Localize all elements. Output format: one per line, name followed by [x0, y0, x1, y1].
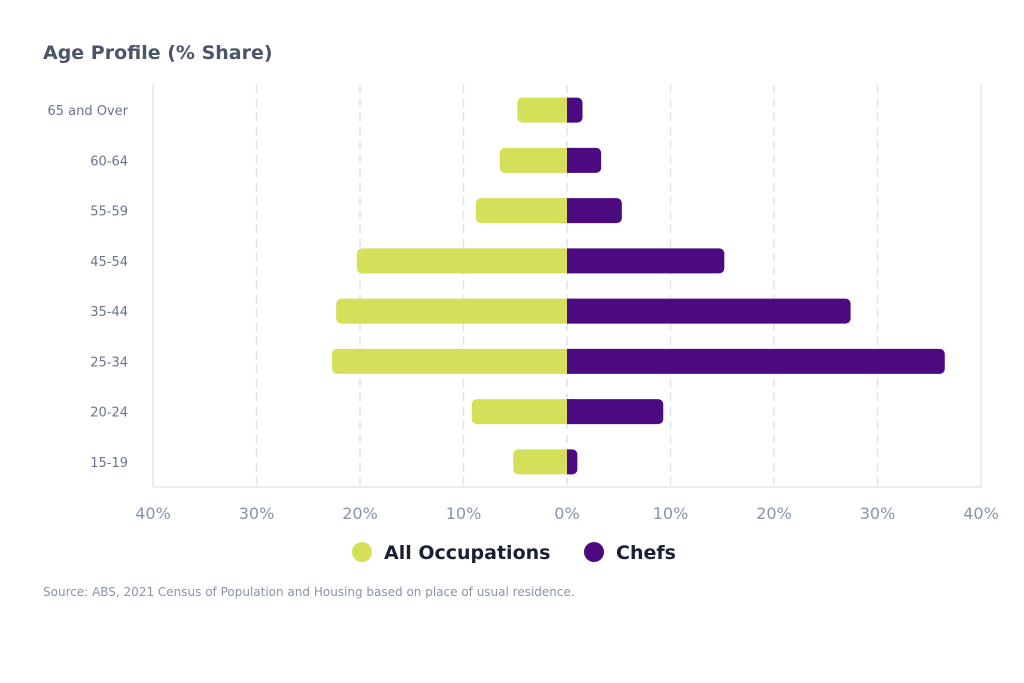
x-tick-label: 40%: [963, 504, 999, 523]
legend-marker: [584, 542, 604, 562]
bar-all-occupations: [336, 298, 573, 324]
bar-chefs: [567, 348, 945, 374]
bar-chefs-base: [567, 449, 573, 475]
bar-chefs: [567, 248, 725, 274]
bar-all-occupations: [499, 147, 573, 173]
y-tick-label: 15-19: [90, 456, 128, 471]
bar-all-occupations: [356, 248, 573, 274]
bar-chefs: [567, 399, 664, 425]
legend-label: Chefs: [616, 542, 676, 564]
y-tick-label: 20-24: [90, 406, 128, 421]
x-tick-label: 30%: [860, 504, 896, 523]
y-tick-label: 35-44: [90, 305, 128, 320]
y-tick-label: 45-54: [90, 255, 128, 270]
y-tick-label: 60-64: [90, 154, 128, 169]
y-tick-label: 55-59: [90, 205, 128, 220]
chart-title: Age Profile (% Share): [43, 42, 273, 64]
legend-marker: [352, 542, 372, 562]
x-tick-label: 10%: [446, 504, 482, 523]
bar-all-occupations: [332, 348, 573, 374]
x-tick-label: 10%: [653, 504, 689, 523]
bar-all-occupations: [471, 399, 573, 425]
bar-chefs-base: [567, 147, 573, 173]
x-tick-label: 0%: [554, 504, 579, 523]
bar-chefs-base: [567, 97, 573, 123]
legend-label: All Occupations: [384, 542, 550, 564]
bar-all-occupations: [513, 449, 573, 475]
source-note: Source: ABS, 2021 Census of Population a…: [43, 585, 575, 599]
x-tick-label: 20%: [756, 504, 792, 523]
bar-chefs: [567, 198, 622, 224]
bar-chefs-base: [567, 248, 573, 274]
bar-chefs: [567, 147, 602, 173]
bar-chefs-base: [567, 348, 573, 374]
y-tick-label: 25-34: [90, 355, 128, 370]
bar-chefs: [567, 298, 851, 324]
x-tick-label: 40%: [135, 504, 171, 523]
y-tick-label: 65 and Over: [47, 104, 128, 119]
bar-all-occupations: [475, 198, 573, 224]
bar-all-occupations: [517, 97, 573, 123]
x-tick-label: 30%: [239, 504, 275, 523]
bar-chefs-base: [567, 298, 573, 324]
x-tick-label: 20%: [342, 504, 378, 523]
bar-chefs-base: [567, 399, 573, 425]
bar-chefs-base: [567, 198, 573, 224]
